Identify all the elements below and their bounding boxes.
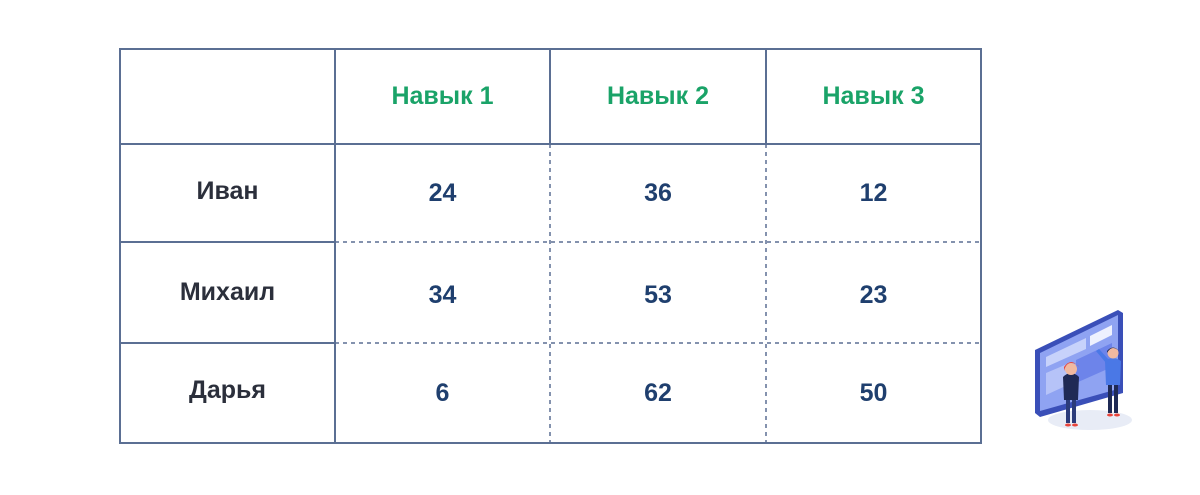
cell-value: 62 [644,378,672,407]
column-header-2: Навык 2 [606,82,710,110]
cell-value: 24 [428,178,457,207]
column-header-1: Навык 1 [391,82,494,110]
cell-value: 23 [859,281,888,309]
cell-value: 12 [859,178,888,207]
cell-value: 50 [859,378,888,407]
cell-value: 34 [428,281,457,309]
row-name-mikhail: Михаил [179,278,276,306]
cell-value: 53 [644,281,672,309]
people-at-screen-illustration [1035,310,1132,430]
cell-value: 6 [435,378,450,407]
cell-value: 36 [644,178,672,207]
column-header-3: Навык 3 [822,82,925,110]
row-name-ivan: Иван [196,176,259,205]
row-name-darya: Дарья [189,375,266,404]
